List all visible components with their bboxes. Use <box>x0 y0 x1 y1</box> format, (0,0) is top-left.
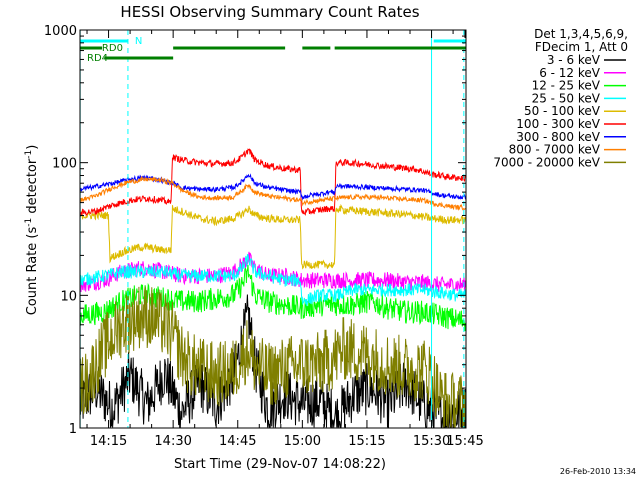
y-axis-label-sup2: -1 <box>24 150 34 159</box>
y-tick-label: 10 <box>60 289 77 304</box>
x-tick-label: 15:30 <box>413 434 450 449</box>
x-tick-label: 14:30 <box>154 434 191 449</box>
x-tick-label: 15:15 <box>348 434 385 449</box>
y-axis-label-main: Count Rate (s <box>25 227 40 316</box>
saa-flag-label: N <box>135 36 142 47</box>
chart-title: HESSI Observing Summary Count Rates <box>120 3 419 21</box>
rd4-flag-label: RD4 <box>87 53 108 64</box>
legend-label-3-6: 3 - 6 keV <box>547 53 601 67</box>
y-axis-label-mid: detector <box>25 158 40 218</box>
timestamp-stamp: 26-Feb-2010 13:34 <box>560 467 636 476</box>
series-100-300 <box>80 148 466 217</box>
x-tick-label: 15:00 <box>284 434 321 449</box>
legend: Det 1,3,4,5,6,9, FDecim 1, Att 0 3 - 6 k… <box>493 27 628 169</box>
plot-frame <box>79 29 467 429</box>
legend-label-25-50: 25 - 50 keV <box>532 91 601 105</box>
legend-label-50-100: 50 - 100 keV <box>524 104 601 118</box>
legend-label-800-7000: 800 - 7000 keV <box>509 143 601 157</box>
y-axis-label-end: ) <box>25 145 40 150</box>
legend-label-6-12: 6 - 12 keV <box>539 66 601 80</box>
series-line-7000-20000 <box>80 286 466 428</box>
y-tick-label: 100 <box>52 157 77 172</box>
x-tick-label: 15:45 <box>446 434 483 449</box>
y-axis-label-sup1: -1 <box>24 218 34 227</box>
series-line-800-7000 <box>80 175 466 211</box>
legend-label-7000-20000: 7000 - 20000 keV <box>493 155 600 169</box>
series-300-800 <box>80 173 466 201</box>
series-line-300-800 <box>80 173 466 201</box>
series-50-100 <box>80 203 466 270</box>
legend-header-line-1: Det 1,3,4,5,6,9, <box>534 27 628 41</box>
legend-header-line-2: FDecim 1, Att 0 <box>535 40 628 54</box>
legend-label-12-25: 12 - 25 keV <box>532 79 601 93</box>
series-line-25-50 <box>80 253 466 307</box>
legend-label-100-300: 100 - 300 keV <box>516 117 600 131</box>
x-tick-label: 14:15 <box>90 434 127 449</box>
y-axis-label: Count Rate (s-1 detector-1) <box>24 145 40 316</box>
x-axis-label: Start Time (29-Nov-07 14:08:22) <box>174 457 386 472</box>
series-line-100-300 <box>80 148 466 217</box>
series-25-50 <box>80 253 466 307</box>
series-layer <box>80 148 466 428</box>
series-800-7000 <box>80 175 466 211</box>
series-7000-20000 <box>80 286 466 428</box>
y-tick-label: 1000 <box>44 24 77 39</box>
rd0-flag-label: RD0 <box>102 43 123 54</box>
y-tick-label: 1 <box>69 422 77 437</box>
series-line-50-100 <box>80 203 466 270</box>
x-tick-label: 14:45 <box>219 434 256 449</box>
legend-label-300-800: 300 - 800 keV <box>516 130 600 144</box>
